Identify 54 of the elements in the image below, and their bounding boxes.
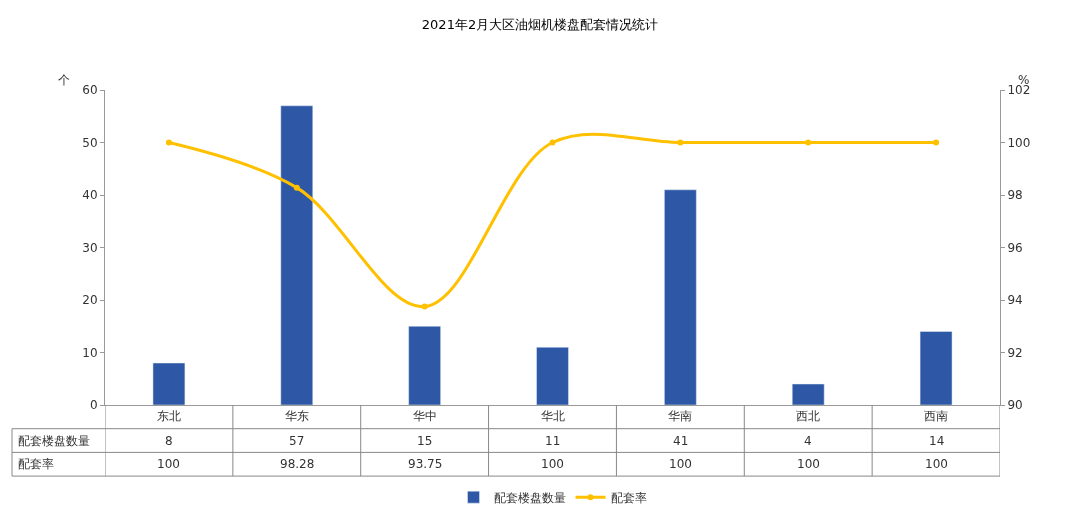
y-tick-label: 60 xyxy=(82,83,98,98)
bar xyxy=(152,362,186,405)
y-tick-label: 0 xyxy=(89,398,98,413)
y-tick-label: 10 xyxy=(82,345,98,360)
data-label: 100 xyxy=(669,457,692,471)
legend-label: 配套楼盘数量 xyxy=(493,490,566,505)
y-tick-label: 30 xyxy=(82,240,98,255)
data-label: 41 xyxy=(673,434,689,448)
data-label: 100 xyxy=(157,457,180,471)
point xyxy=(293,184,300,191)
text: 配套楼盘数量 xyxy=(18,434,90,448)
bar xyxy=(280,105,314,405)
y2-tick-label: 90 xyxy=(1007,398,1023,413)
x-tick-label: 华北 xyxy=(540,409,565,424)
point xyxy=(421,303,428,310)
y-tick-label: 20 xyxy=(82,293,98,308)
bar xyxy=(408,326,441,405)
text: 配套率 xyxy=(18,457,54,471)
bar xyxy=(919,331,953,405)
point xyxy=(933,139,940,146)
point xyxy=(805,139,812,146)
bar xyxy=(791,383,825,405)
data-label: 98.28 xyxy=(280,457,315,471)
y2-tick-label: 98 xyxy=(1007,188,1023,203)
point xyxy=(677,139,684,146)
chart-title: 2021年2月大区油烟机楼盘配套情况统计 xyxy=(421,17,659,33)
data-label: 11 xyxy=(545,434,561,448)
point xyxy=(549,139,556,146)
data-label: 15 xyxy=(417,434,433,448)
x-tick-label: 西北 xyxy=(796,409,821,424)
legend-label: 配套率 xyxy=(610,490,647,505)
bar xyxy=(536,347,569,405)
x-tick-label: 华东 xyxy=(284,409,309,424)
data-label: 100 xyxy=(925,457,948,471)
data-label: 8 xyxy=(165,434,173,448)
x-tick-label: 东北 xyxy=(156,409,181,424)
data-label: 4 xyxy=(804,434,812,448)
data-label: 57 xyxy=(289,434,305,448)
point xyxy=(165,139,172,146)
y-axis-title: 个 xyxy=(58,73,70,87)
x-tick-label: 华南 xyxy=(668,409,693,424)
data-label: 14 xyxy=(929,434,945,448)
data-label: 100 xyxy=(541,457,564,471)
y2-tick-label: 96 xyxy=(1007,240,1023,255)
bar xyxy=(664,189,697,405)
y2-tick-label: 92 xyxy=(1007,345,1023,360)
data-label: 93.75 xyxy=(408,457,443,471)
x-tick-label: 西南 xyxy=(924,409,949,424)
x-tick-label: 华中 xyxy=(412,409,437,424)
data-label: 100 xyxy=(797,457,820,471)
y2-tick-label: 94 xyxy=(1007,293,1023,308)
y-tick-label: 50 xyxy=(82,135,98,150)
y-tick-label: 40 xyxy=(82,188,98,203)
y2-tick-label: 100 xyxy=(1007,135,1031,150)
